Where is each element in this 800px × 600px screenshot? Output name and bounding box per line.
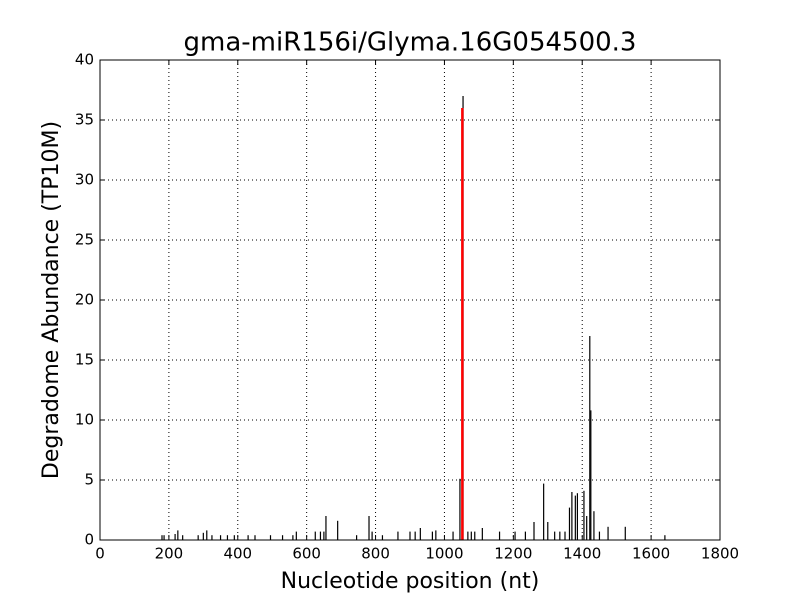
plot-frame — [99, 59, 721, 541]
y-tick-label: 15 — [75, 351, 94, 369]
x-tick-label: 400 — [223, 545, 252, 563]
y-tick-label: 35 — [75, 111, 94, 129]
x-tick-label: 1400 — [563, 545, 601, 563]
y-tick-label: 30 — [75, 171, 94, 189]
x-tick-label: 800 — [361, 545, 390, 563]
y-tick-label: 0 — [84, 531, 94, 549]
x-tick-label: 1000 — [425, 545, 463, 563]
y-tick-label: 5 — [84, 471, 94, 489]
y-tick-label: 10 — [75, 411, 94, 429]
y-tick-label: 25 — [75, 231, 94, 249]
y-tick-label: 20 — [75, 291, 94, 309]
x-tick-label: 1800 — [701, 545, 739, 563]
x-tick-label: 1200 — [494, 545, 532, 563]
chart-title: gma-miR156i/Glyma.16G054500.3 — [184, 28, 637, 58]
x-tick-label: 0 — [95, 545, 105, 563]
x-axis-label: Nucleotide position (nt) — [281, 569, 540, 594]
y-tick-label: 40 — [75, 51, 94, 69]
y-axis-label: Degradome Abundance (TP10M) — [39, 121, 64, 479]
x-tick-label: 600 — [292, 545, 321, 563]
x-tick-label: 1600 — [632, 545, 670, 563]
x-tick-label: 200 — [155, 545, 184, 563]
